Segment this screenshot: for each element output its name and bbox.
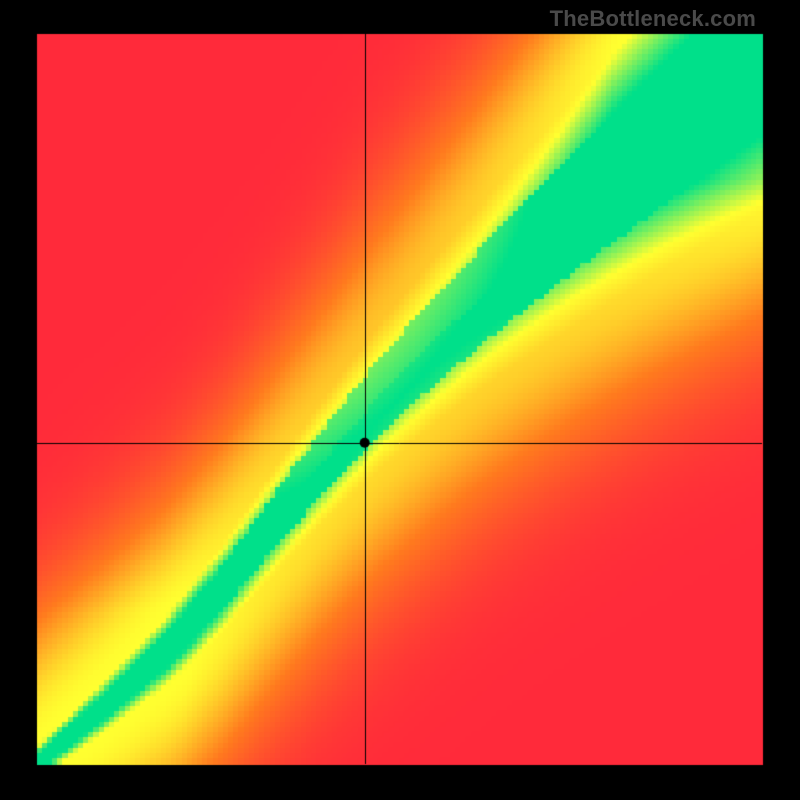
chart-container: TheBottleneck.com bbox=[0, 0, 800, 800]
bottleneck-heatmap-canvas bbox=[0, 0, 800, 800]
attribution-label: TheBottleneck.com bbox=[550, 6, 756, 32]
